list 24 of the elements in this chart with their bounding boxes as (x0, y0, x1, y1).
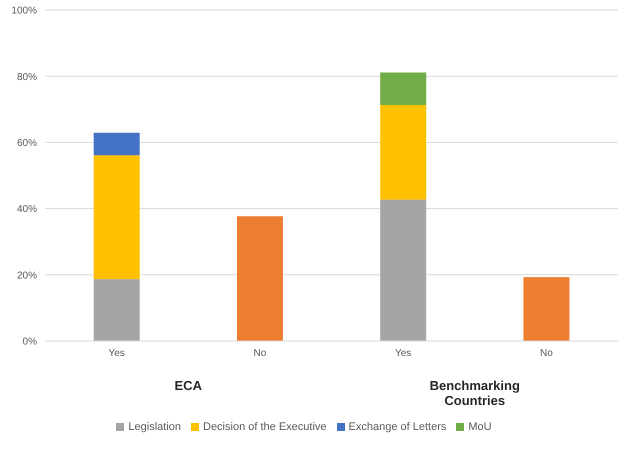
x-tick-label: Yes (394, 348, 412, 360)
y-tick-label: 80% (16, 72, 38, 83)
bar (94, 132, 140, 156)
y-tick-label: 60% (16, 138, 38, 149)
y-tick-label: 100% (11, 6, 38, 17)
legend-label: Decision of the Executive (203, 421, 327, 433)
bar (380, 72, 426, 105)
text: Benchmarking Countries (428, 378, 521, 408)
y-tick-label: 20% (16, 270, 38, 282)
legend-label: MoU (468, 421, 492, 433)
bar (94, 155, 140, 280)
y-tick-label: 40% (16, 204, 38, 216)
bar (380, 104, 426, 200)
x-tick-label: No (540, 348, 554, 360)
bar (380, 200, 426, 341)
text: ECA (174, 378, 202, 395)
bar (523, 277, 570, 341)
bar (236, 216, 283, 341)
legend-label: Legislation (128, 421, 181, 433)
legend-label: Exchange of Letters (348, 421, 446, 433)
x-tick-label: Yes (108, 348, 125, 360)
x-tick-label: No (253, 348, 267, 360)
y-tick-label: 0% (22, 336, 38, 348)
bar (94, 279, 140, 341)
